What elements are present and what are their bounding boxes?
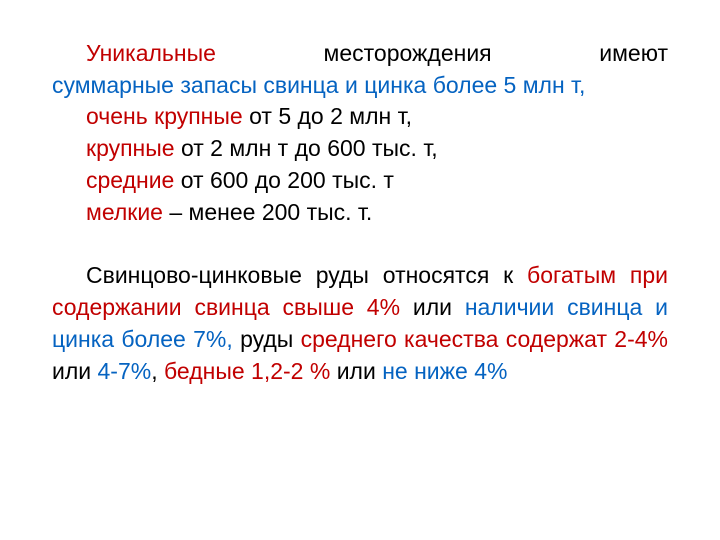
paragraph-spacer (52, 228, 668, 260)
value-small: – менее 200 тыс. т. (163, 199, 372, 225)
list-item: очень крупные от 5 до 2 млн т, (86, 101, 668, 133)
label-very-large: очень крупные (86, 103, 249, 129)
value-medium: от 600 до 200 тыс. т (181, 167, 394, 193)
paragraph-1-rest: суммарные запасы свинца и цинка более 5 … (52, 70, 668, 102)
word-deposits: месторождения (324, 38, 492, 70)
list-item: мелкие – менее 200 тыс. т. (86, 197, 668, 229)
paragraph-1-line1: Уникальные месторождения имеют (52, 38, 668, 70)
p1-reserves-text: суммарные запасы свинца и цинка более 5 … (52, 72, 585, 98)
p2-min4: не ниже 4% (382, 358, 507, 384)
p2-s5: руды (240, 326, 301, 352)
label-small: мелкие (86, 199, 163, 225)
p2-s3: или (413, 294, 465, 320)
p2-medium: среднего качества содержат 2-4% (301, 326, 668, 352)
word-unique: Уникальные (86, 38, 216, 70)
value-very-large: от 5 до 2 млн т, (249, 103, 412, 129)
value-large: от 2 млн т до 600 тыс. т, (181, 135, 438, 161)
p2-poor: бедные 1,2-2 % (164, 358, 337, 384)
p2-s11: или (337, 358, 383, 384)
size-categories-list: очень крупные от 5 до 2 млн т, крупные о… (52, 101, 668, 228)
paragraph-2: Свинцово-цинковые руды относятся к богат… (52, 260, 668, 387)
p2-4to7: 4-7% (98, 358, 152, 384)
label-medium: средние (86, 167, 181, 193)
paragraph-1: Уникальные месторождения имеют суммарные… (52, 38, 668, 101)
slide-page: Уникальные месторождения имеют суммарные… (0, 0, 720, 540)
p2-s7: или (52, 358, 98, 384)
list-item: средние от 600 до 200 тыс. т (86, 165, 668, 197)
word-have: имеют (599, 38, 668, 70)
list-item: крупные от 2 млн т до 600 тыс. т, (86, 133, 668, 165)
label-large: крупные (86, 135, 181, 161)
p2-s1: Свинцово-цинковые руды относятся к (86, 262, 527, 288)
p2-s9: , (151, 358, 164, 384)
